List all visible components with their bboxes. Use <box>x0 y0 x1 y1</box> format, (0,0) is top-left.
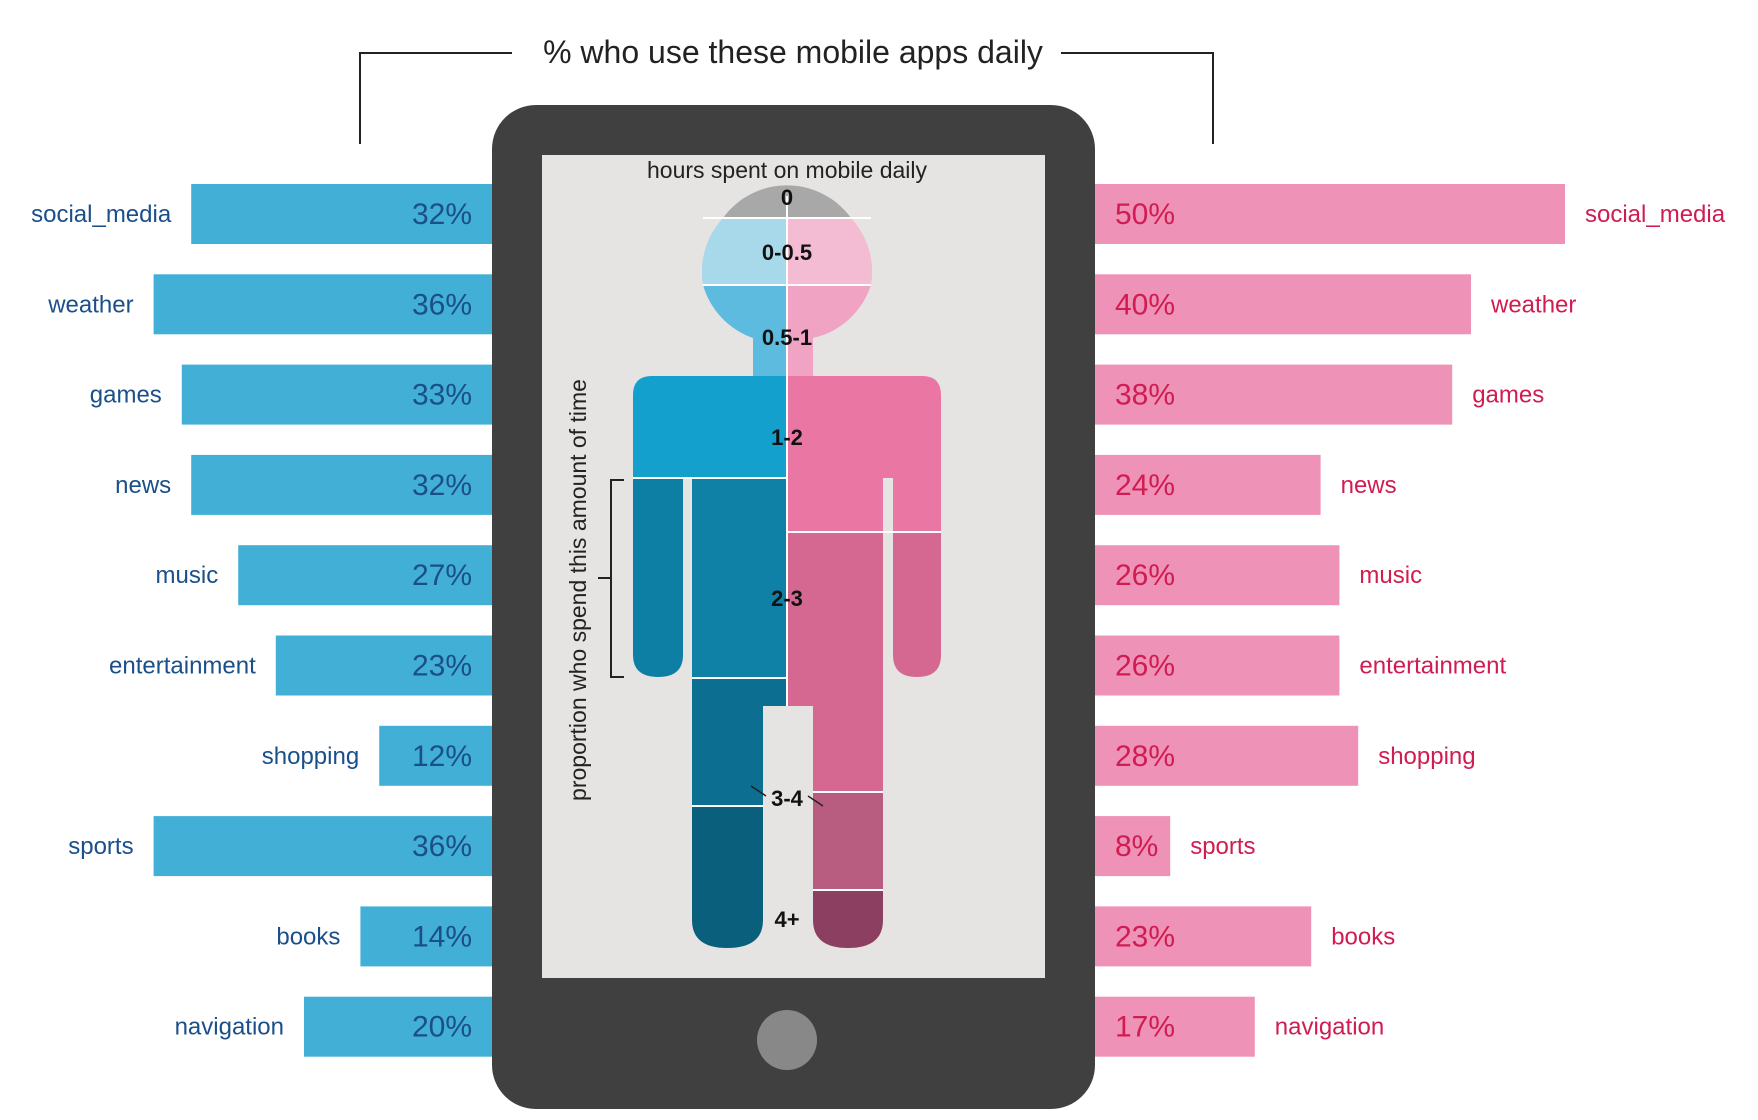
left-category-label-entertainment: entertainment <box>109 653 256 680</box>
left-value-label-games: 33% <box>412 379 472 412</box>
torso-left-2-3 <box>692 478 787 678</box>
segment-label-1-2: 1-2 <box>771 425 803 450</box>
right-bar-news <box>1095 454 1321 515</box>
left-bar-news <box>191 454 492 515</box>
left-bar-music <box>238 545 492 606</box>
leg-right-3-4 <box>813 792 883 890</box>
leg-left-4plus <box>692 806 763 948</box>
right-value-label-shopping: 28% <box>1115 740 1175 773</box>
arm-gap-right <box>883 478 893 678</box>
segment-dividers <box>633 196 941 891</box>
right-value-label-books: 23% <box>1115 920 1175 953</box>
left-value-label-sports: 36% <box>412 830 472 863</box>
right-value-label-news: 24% <box>1115 469 1175 502</box>
right-category-label-social_media: social_media <box>1585 201 1726 228</box>
left-value-label-books: 14% <box>412 920 472 953</box>
left-bar-entertainment <box>275 635 492 696</box>
right-bar-entertainment <box>1095 635 1340 696</box>
right-category-label-navigation: navigation <box>1275 1014 1384 1041</box>
torso-left-1-2 <box>633 376 787 478</box>
left-category-label-sports: sports <box>68 833 133 860</box>
head-segment-0-0.5-left <box>701 218 787 285</box>
segment-label-0-0.5: 0-0.5 <box>762 240 812 265</box>
right-bar-shopping <box>1095 725 1359 786</box>
right-value-label-music: 26% <box>1115 559 1175 592</box>
right-bar-social_media <box>1095 184 1565 244</box>
segment-label-0.5-1: 0.5-1 <box>762 325 812 350</box>
right-category-label-games: games <box>1472 382 1544 409</box>
right-value-label-navigation: 17% <box>1115 1011 1175 1044</box>
right-value-label-sports: 8% <box>1115 830 1158 863</box>
arm-left-2-3 <box>633 478 683 677</box>
right-bar-games <box>1095 364 1453 425</box>
left-category-label-social_media: social_media <box>31 201 172 228</box>
right-bar-navigation <box>1095 996 1255 1057</box>
leg-right-2-3 <box>813 706 883 792</box>
right-bar-weather <box>1095 274 1471 335</box>
torso-right-1-2-extension <box>787 395 941 532</box>
segment-label-2-3: 2-3 <box>771 586 803 611</box>
right-value-label-social_media: 50% <box>1115 198 1175 231</box>
left-category-label-navigation: navigation <box>175 1014 284 1041</box>
right-value-label-games: 38% <box>1115 379 1175 412</box>
right-category-label-weather: weather <box>1490 291 1576 318</box>
right-category-label-news: news <box>1341 472 1397 499</box>
left-value-label-entertainment: 23% <box>412 650 472 683</box>
left-category-label-shopping: shopping <box>262 743 359 770</box>
segment-label-3-4: 3-4 <box>771 786 804 811</box>
right-value-label-weather: 40% <box>1115 288 1175 321</box>
left-value-label-weather: 36% <box>412 288 472 321</box>
proportion-axis-label: proportion who spend this amount of time <box>565 379 591 801</box>
left-bar-games <box>181 364 493 425</box>
right-category-label-shopping: shopping <box>1378 743 1475 770</box>
chart-title: % who use these mobile apps daily <box>543 34 1043 70</box>
left-bar-shopping <box>379 725 492 786</box>
segment-label-0: 0 <box>781 185 793 210</box>
head-segment-0.5-1-left <box>703 285 787 376</box>
right-category-label-sports: sports <box>1190 833 1255 860</box>
right-category-label-music: music <box>1359 562 1422 589</box>
right-value-label-entertainment: 26% <box>1115 650 1175 683</box>
right-category-label-books: books <box>1331 923 1395 950</box>
left-value-label-navigation: 20% <box>412 1011 472 1044</box>
figure-title: hours spent on mobile daily <box>647 157 927 183</box>
left-bar-sports <box>153 816 492 877</box>
right-bar-music <box>1095 545 1340 606</box>
head-segment-0.5-1-right <box>787 285 871 376</box>
left-bar-weather <box>153 274 492 335</box>
home-button[interactable] <box>757 1010 817 1070</box>
arm-right-2-3 <box>893 532 941 677</box>
leader-lines <box>750 785 824 807</box>
title-bracket <box>359 52 1214 144</box>
leg-right-4plus <box>813 890 883 948</box>
left-bar-navigation <box>304 996 492 1057</box>
segment-label-4plus: 4+ <box>774 907 799 932</box>
right-bar-series: 50% social_media 40% weather 38% games 24% news… <box>1095 184 1726 1057</box>
left-category-label-games: games <box>90 382 162 409</box>
left-bar-social_media <box>191 184 492 244</box>
left-bar-series: 32% social_media 36% weather 33% games 32% news… <box>31 184 493 1057</box>
left-category-label-news: news <box>115 472 171 499</box>
left-value-label-music: 27% <box>412 559 472 592</box>
left-value-label-news: 32% <box>412 469 472 502</box>
left-category-label-weather: weather <box>47 291 133 318</box>
left-category-label-books: books <box>276 923 340 950</box>
right-category-label-entertainment: entertainment <box>1359 653 1506 680</box>
left-value-label-social_media: 32% <box>412 198 472 231</box>
right-bar-sports <box>1095 816 1171 877</box>
left-category-label-music: music <box>156 562 219 589</box>
right-bar-books <box>1095 906 1312 967</box>
left-bar-books <box>360 906 492 967</box>
person-figure <box>633 185 941 948</box>
left-value-label-shopping: 12% <box>412 740 472 773</box>
head-segment-0-0.5-right <box>787 218 873 285</box>
leg-gap-top <box>763 706 813 948</box>
